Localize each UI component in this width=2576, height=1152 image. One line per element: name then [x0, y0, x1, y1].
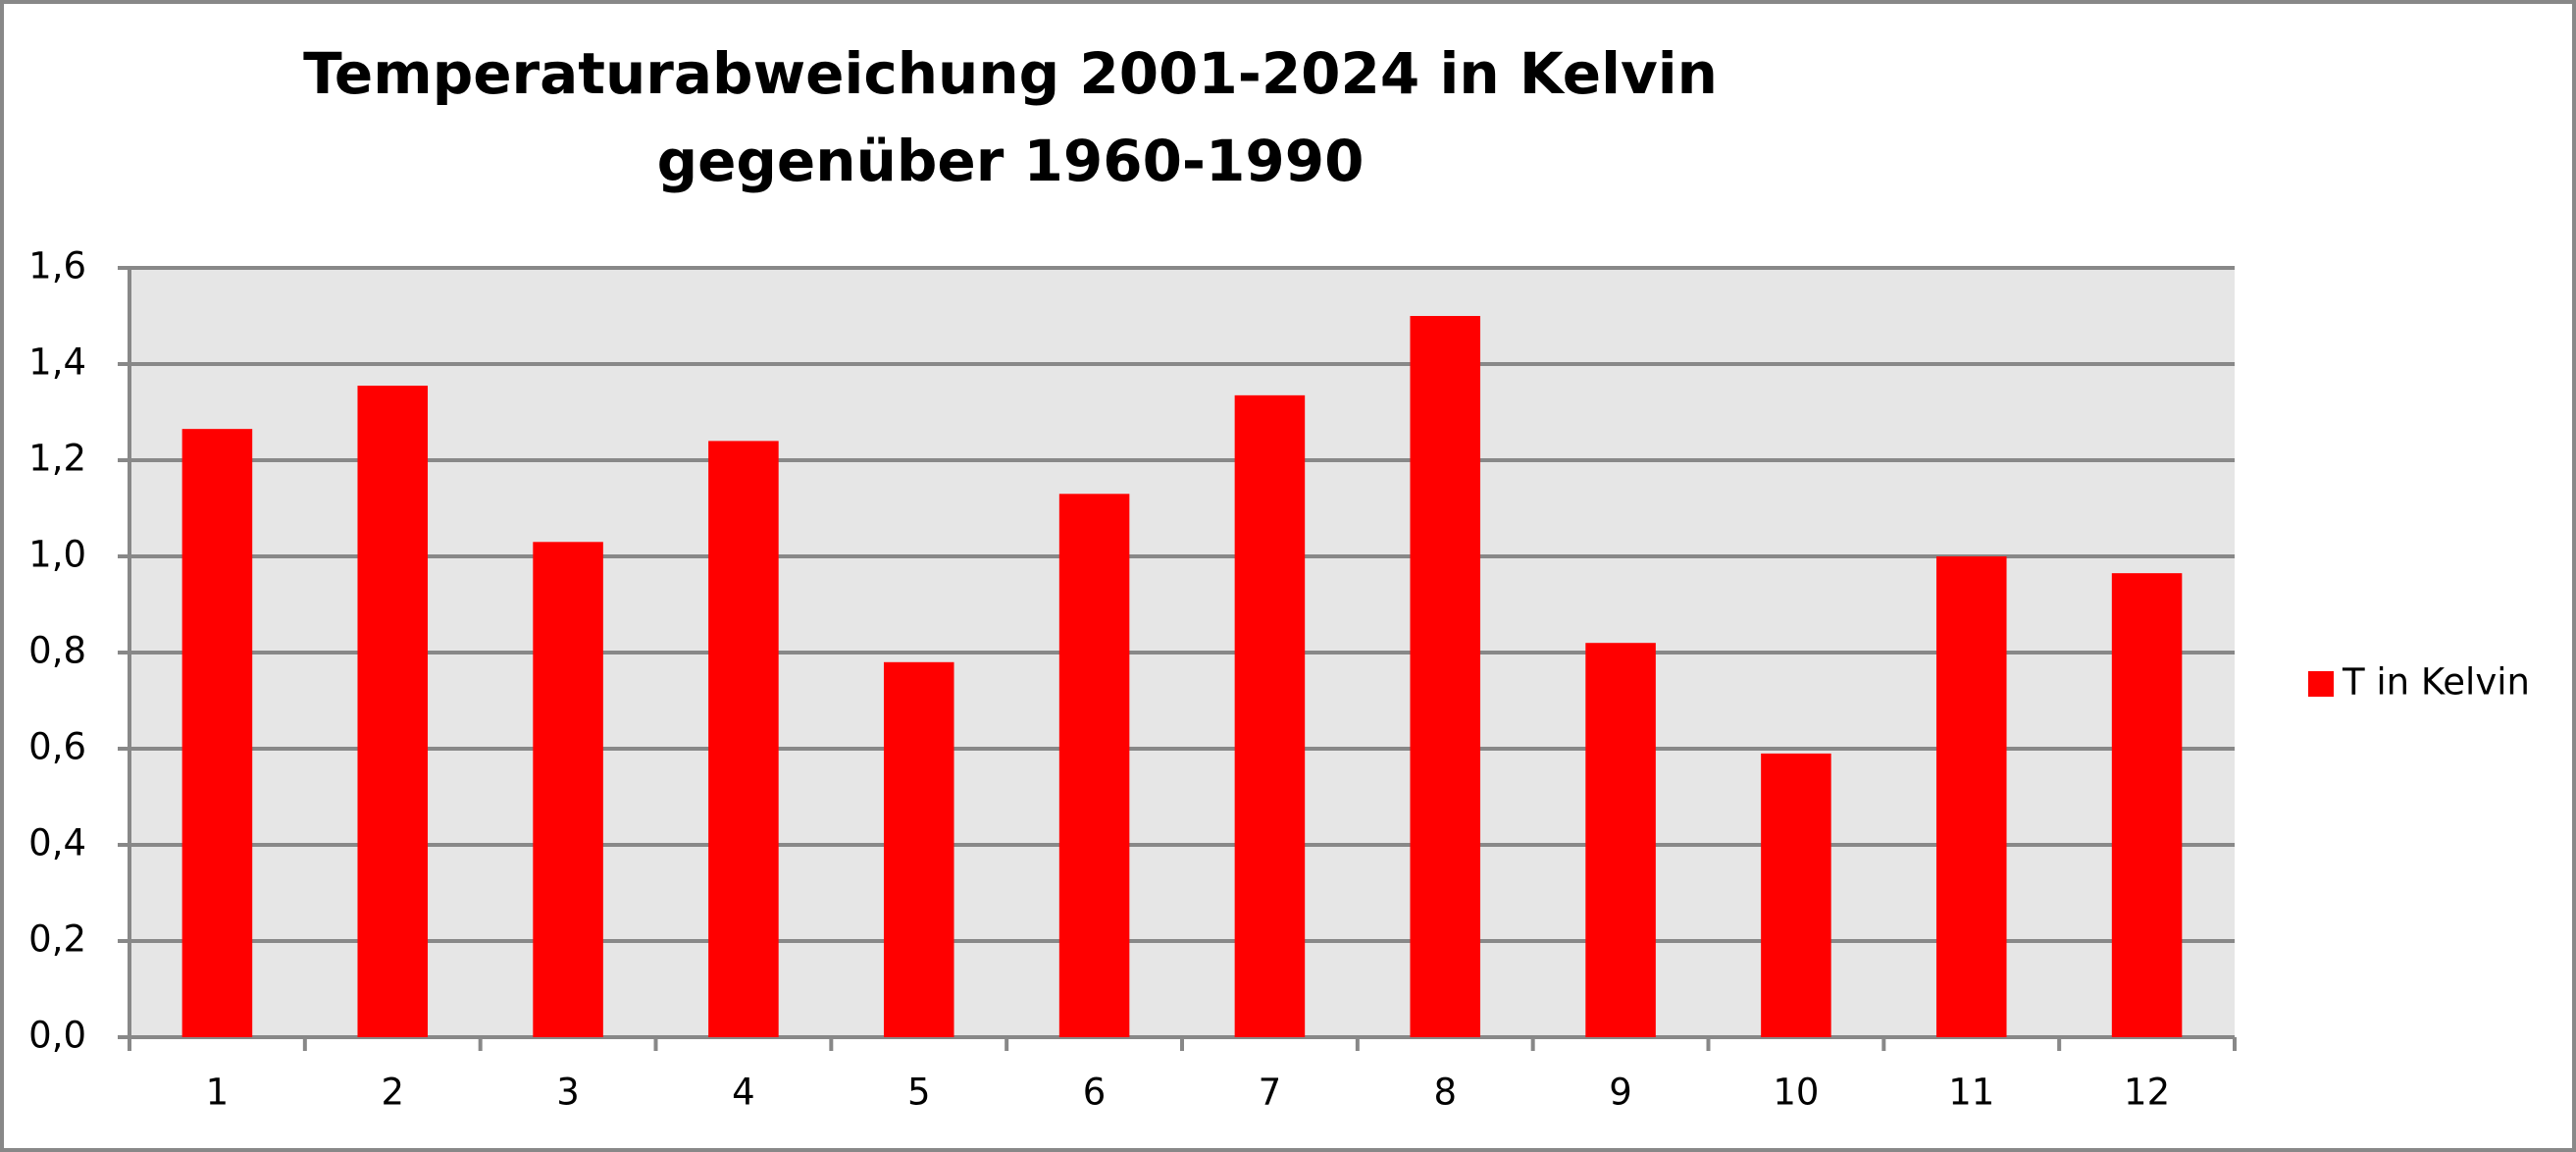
y-tick-label: 0,4 [28, 822, 86, 864]
y-tick-label: 0,8 [28, 630, 86, 672]
bar [883, 661, 954, 1037]
x-tick-label: 6 [1083, 1072, 1107, 1114]
legend-label: T in Kelvin [2342, 661, 2530, 704]
y-tick-label: 1,2 [28, 438, 86, 480]
bar [1761, 753, 1831, 1037]
y-tick-label: 1,0 [28, 534, 86, 576]
bar [533, 542, 603, 1037]
bar [1410, 316, 1481, 1037]
x-tick-label: 5 [907, 1072, 931, 1114]
chart-title: Temperaturabweichung 2001-2024 in Kelvin [303, 40, 1718, 107]
y-tick-label: 0,2 [28, 918, 86, 961]
x-tick-label: 2 [381, 1072, 404, 1114]
legend-swatch [2308, 671, 2334, 697]
y-tick-label: 0,0 [28, 1015, 86, 1057]
bar [1585, 643, 1656, 1037]
bar [181, 429, 253, 1037]
bar [1058, 494, 1130, 1037]
y-tick-label: 0,6 [28, 726, 86, 768]
x-tick-label: 1 [206, 1072, 230, 1114]
bar [1935, 556, 2007, 1037]
x-tick-label: 7 [1259, 1072, 1282, 1114]
x-tick-label: 3 [556, 1072, 580, 1114]
x-tick-label: 4 [732, 1072, 755, 1114]
chart-title: gegenüber 1960-1990 [657, 128, 1365, 194]
x-tick-label: 9 [1609, 1072, 1632, 1114]
x-tick-label: 10 [1773, 1072, 1819, 1114]
bar [2111, 573, 2183, 1037]
bar [708, 441, 779, 1037]
y-tick-label: 1,6 [28, 245, 86, 288]
bar [1234, 394, 1306, 1038]
x-tick-label: 11 [1948, 1072, 1994, 1114]
bar [357, 386, 429, 1037]
y-tick-label: 1,4 [28, 341, 86, 384]
x-tick-label: 8 [1433, 1072, 1457, 1114]
x-tick-label: 12 [2124, 1072, 2170, 1114]
